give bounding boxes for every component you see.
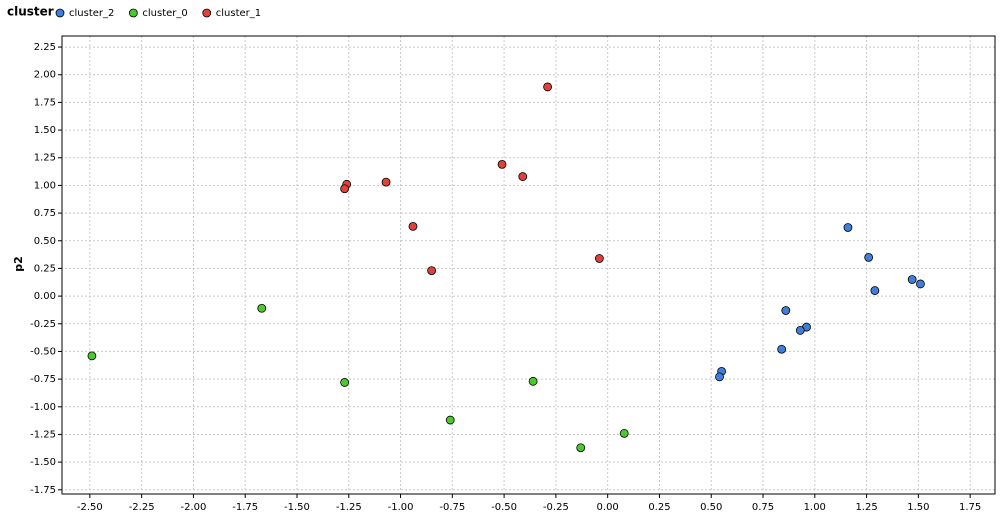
point [907,275,917,284]
point [594,254,604,263]
x-tick-label: 0.50 [700,502,722,513]
y-tick-label: -1.50 [30,457,56,468]
point [715,372,724,382]
y-tick-label: 1.75 [34,97,56,108]
y-tick-label: 0.50 [34,236,56,247]
legend-marker [55,8,65,18]
point [408,221,418,231]
point [257,303,267,313]
x-tick-label: 0.25 [648,502,670,513]
point [497,159,507,169]
y-tick-label: -0.25 [30,319,56,330]
point [381,177,391,187]
y-axis-label: p2 [12,256,25,272]
x-tick-label: -1.00 [388,502,414,513]
plot-frame [61,35,996,495]
point [427,266,437,276]
y-tick-label: 2.00 [34,70,56,81]
y-tick-label: -1.00 [30,402,56,413]
x-tick-label: -1.50 [284,502,310,513]
legend-marker [202,8,212,18]
x-tick-label: 1.75 [959,502,981,513]
y-tick-label: 1.50 [34,125,56,136]
point [518,172,528,181]
point [864,252,874,262]
point [576,443,586,453]
point [777,344,787,354]
x-tick-label: 1.00 [804,502,826,513]
y-tick-label: 1.25 [34,153,56,164]
point [619,428,629,438]
x-tick-label: -0.25 [543,502,569,513]
x-tick-label: -0.75 [439,502,465,513]
point [87,351,97,361]
y-tick-label: -1.75 [30,485,56,496]
x-tick-label: -1.75 [232,502,258,513]
legend-marker [128,8,138,18]
point [528,376,538,386]
x-tick-label: 0.00 [597,502,619,513]
point [916,279,925,289]
legend-label: cluster_2 [69,8,114,19]
point [781,306,791,315]
point [445,415,455,425]
x-tick-label: -2.25 [129,502,155,513]
point [870,286,880,295]
y-tick-label: 2.25 [34,42,56,53]
y-tick-label: 0.00 [34,291,56,302]
x-tick-label: 1.50 [907,502,929,513]
x-tick-label: 0.75 [752,502,774,513]
legend-label: cluster_0 [142,8,187,19]
y-tick-label: 0.25 [34,263,56,274]
legend-label: cluster_1 [216,8,261,19]
x-tick-label: -2.50 [77,502,103,513]
x-tick-label: -1.25 [336,502,362,513]
x-tick-label: -2.00 [180,502,206,513]
point [795,326,805,335]
x-tick-label: -0.50 [491,502,517,513]
point [340,184,350,194]
x-tick-label: 1.25 [855,502,877,513]
y-tick-label: -1.25 [30,429,56,440]
point [340,378,350,387]
y-tick-label: 1.00 [34,180,56,191]
point [843,223,853,232]
legend-title: cluster [7,5,54,19]
point [543,82,553,92]
y-tick-label: -0.75 [30,374,56,385]
y-tick-label: -0.50 [30,346,56,357]
y-tick-label: 0.75 [34,208,56,219]
